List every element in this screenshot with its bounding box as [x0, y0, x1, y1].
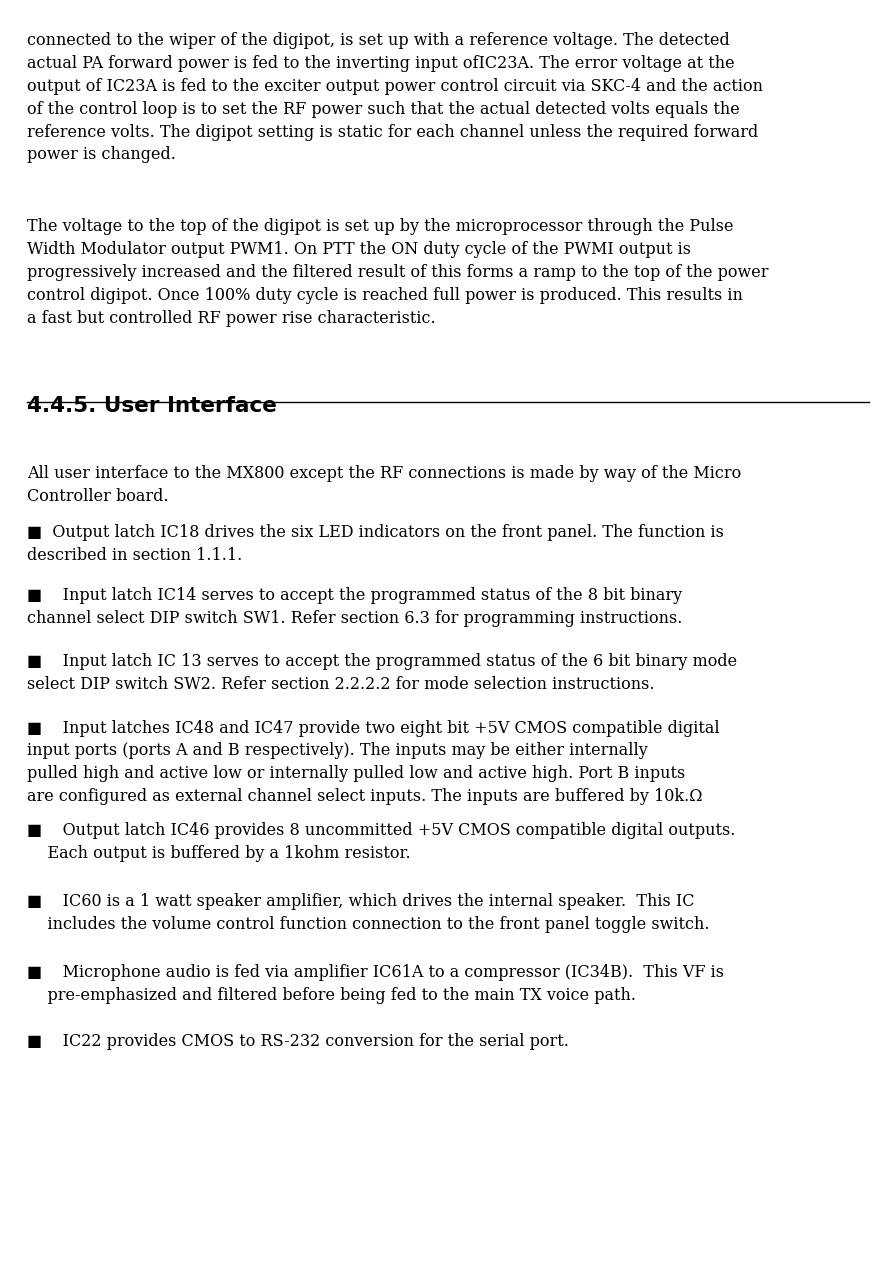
Text: 4.4.5. User Interface: 4.4.5. User Interface [27, 396, 277, 416]
Text: ■    Microphone audio is fed via amplifier IC61A to a compressor (IC34B).  This : ■ Microphone audio is fed via amplifier … [27, 964, 724, 1004]
Text: ■    Output latch IC46 provides 8 uncommitted +5V CMOS compatible digital output: ■ Output latch IC46 provides 8 uncommitt… [27, 822, 736, 862]
Text: ■    Input latches IC48 and IC47 provide two eight bit +5V CMOS compatible digit: ■ Input latches IC48 and IC47 provide tw… [27, 720, 719, 806]
Text: ■    Input latch IC 13 serves to accept the programmed status of the 6 bit binar: ■ Input latch IC 13 serves to accept the… [27, 653, 737, 693]
Text: ■    IC22 provides CMOS to RS-232 conversion for the serial port.: ■ IC22 provides CMOS to RS-232 conversio… [27, 1033, 569, 1050]
Text: ■  Output latch IC18 drives the six LED indicators on the front panel. The funct: ■ Output latch IC18 drives the six LED i… [27, 524, 724, 564]
Text: The voltage to the top of the digipot is set up by the microprocessor through th: The voltage to the top of the digipot is… [27, 218, 769, 326]
Text: All user interface to the MX800 except the RF connections is made by way of the : All user interface to the MX800 except t… [27, 465, 741, 505]
Text: ■    Input latch IC14 serves to accept the programmed status of the 8 bit binary: ■ Input latch IC14 serves to accept the … [27, 587, 682, 627]
Text: connected to the wiper of the digipot, is set up with a reference voltage. The d: connected to the wiper of the digipot, i… [27, 32, 762, 163]
Text: ■    IC60 is a 1 watt speaker amplifier, which drives the internal speaker.  Thi: ■ IC60 is a 1 watt speaker amplifier, wh… [27, 893, 710, 933]
